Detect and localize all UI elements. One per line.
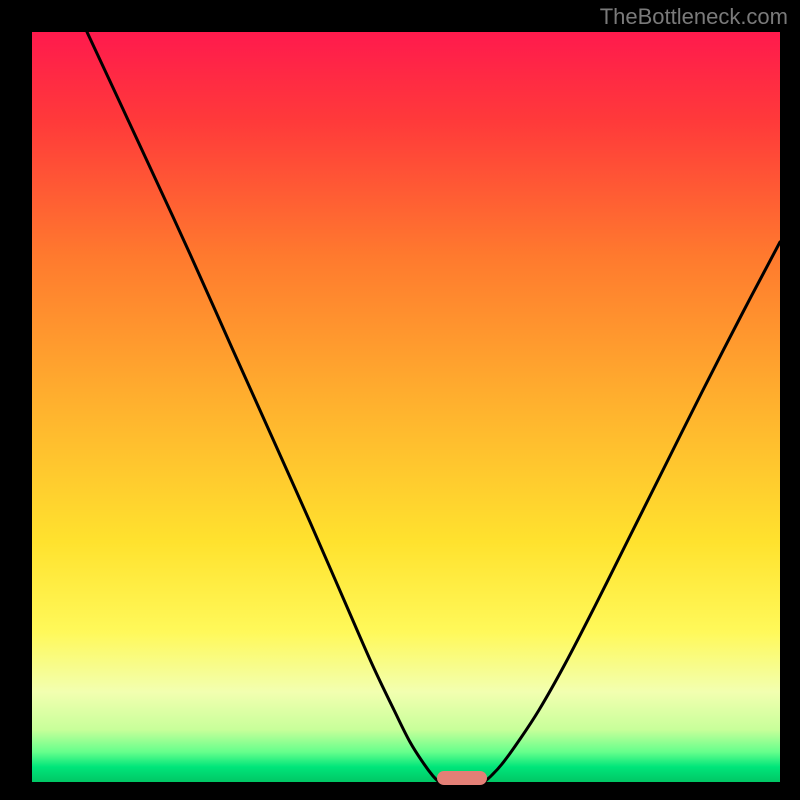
bottleneck-curve <box>32 32 780 782</box>
optimal-marker <box>437 771 487 785</box>
curve-left-branch <box>87 32 439 782</box>
attribution-text: TheBottleneck.com <box>600 4 788 30</box>
curve-right-branch <box>484 242 780 782</box>
stage: TheBottleneck.com <box>0 0 800 800</box>
plot-area <box>32 32 780 782</box>
